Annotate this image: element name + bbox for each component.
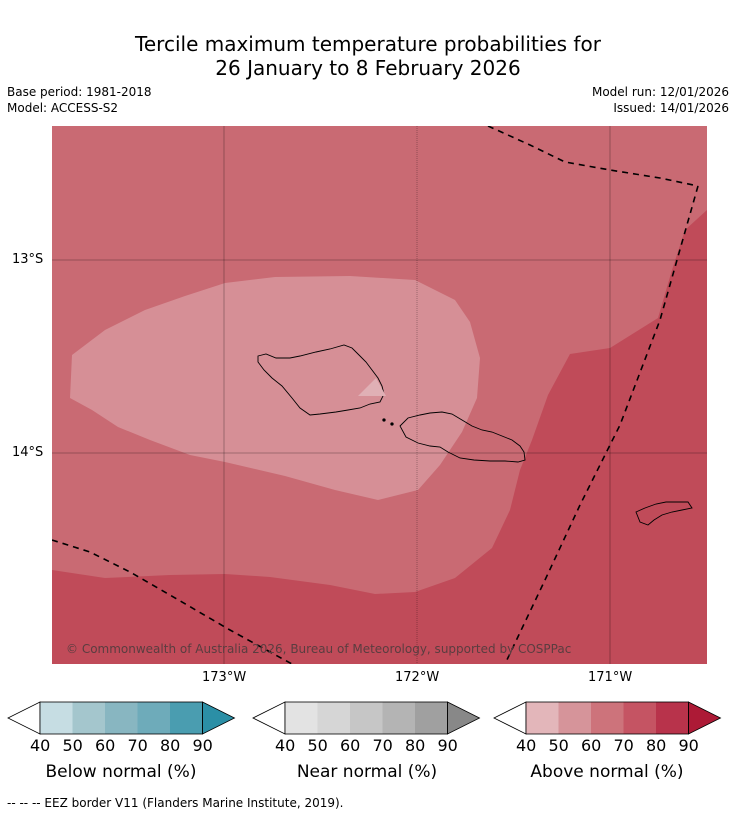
colorbar-near-tick-label: 50 xyxy=(307,736,328,755)
colorbar-below-tick-label: 50 xyxy=(62,736,83,755)
tutuila-island-outline xyxy=(635,501,693,526)
upolu-island-outline xyxy=(399,411,526,463)
chart-title-line2: 26 January to 8 February 2026 xyxy=(215,56,521,80)
region-above-70-80-east xyxy=(52,210,707,664)
lon-label-173w: 173°W xyxy=(202,670,247,685)
colorbar-near-segment xyxy=(382,702,415,734)
colorbar-below-segment xyxy=(170,702,203,734)
colorbar-near-min-arrow xyxy=(252,701,286,735)
copyright-notice: © Commonwealth of Australia 2026, Bureau… xyxy=(66,642,571,656)
colorbar-near-segment xyxy=(317,702,350,734)
colorbar-above-tick-label: 50 xyxy=(548,736,569,755)
probability-map: © Commonwealth of Australia 2026, Bureau… xyxy=(52,126,707,664)
colorbar-below-tick-label: 80 xyxy=(160,736,181,755)
colorbar-label-near: Near normal (%) xyxy=(296,762,438,782)
colorbar-below-segment xyxy=(137,702,170,734)
colorbar-near-tick-label: 40 xyxy=(275,736,296,755)
lat-label-14s: 14°S xyxy=(12,445,44,460)
savaii-light-patch xyxy=(358,378,386,396)
colorbar-near-tick-label: 90 xyxy=(437,736,458,755)
colorbar-below-segment xyxy=(105,702,138,734)
region-above-50-60-samoa xyxy=(70,276,480,500)
issued-date: Issued: 14/01/2026 xyxy=(613,101,729,115)
eez-borders xyxy=(52,126,699,664)
colorbar-near-segment xyxy=(350,702,383,734)
colorbar-above-max-arrow xyxy=(688,701,722,735)
lat-label-13s: 13°S xyxy=(12,252,44,267)
colorbar-near-tick-label: 80 xyxy=(405,736,426,755)
colorbar-below-tick-label: 40 xyxy=(30,736,51,755)
colorbar-above-outline xyxy=(525,701,689,735)
colorbar-above-segment xyxy=(526,702,559,734)
colorbar-near-outline xyxy=(284,701,448,735)
colorbar-above-tick-label: 90 xyxy=(678,736,699,755)
colorbar-label-above: Above normal (%) xyxy=(530,762,684,782)
eez-border-north xyxy=(487,126,699,187)
colorbar-above-tick-label: 70 xyxy=(613,736,634,755)
eez-border-southwest xyxy=(52,539,293,664)
colorbar-below-segment xyxy=(72,702,105,734)
model-run: Model run: 12/01/2026 xyxy=(591,85,729,99)
colorbar-below-outline xyxy=(39,701,203,735)
colorbars xyxy=(7,701,722,735)
colorbar-above-segment xyxy=(558,702,591,734)
lon-label-171w: 171°W xyxy=(588,670,633,685)
model-name: Model: ACCESS-S2 xyxy=(7,101,119,115)
colorbar-near-tick-label: 70 xyxy=(372,736,393,755)
colorbar-below-max-arrow xyxy=(202,701,236,735)
chart-title-line1: Tercile maximum temperature probabilitie… xyxy=(135,32,601,56)
colorbar-below-min-arrow xyxy=(7,701,41,735)
colorbar-near-tick-label: 60 xyxy=(340,736,361,755)
colorbar-below-tick-label: 90 xyxy=(192,736,213,755)
colorbar-above-tick-label: 80 xyxy=(646,736,667,755)
colorbar-near-segment xyxy=(285,702,318,734)
colorbar-above-tick-label: 60 xyxy=(581,736,602,755)
eez-legend-footer: -- -- -- EEZ border V11 (Flanders Marine… xyxy=(7,796,344,810)
colorbar-near-segment xyxy=(415,702,448,734)
colorbar-below-segment xyxy=(40,702,73,734)
colorbar-above-segment xyxy=(656,702,689,734)
colorbar-below-tick-label: 60 xyxy=(95,736,116,755)
colorbar-above-tick-label: 40 xyxy=(516,736,537,755)
graticule xyxy=(52,126,707,664)
colorbar-above-segment xyxy=(591,702,624,734)
colorbar-below-tick-label: 70 xyxy=(127,736,148,755)
base-period: Base period: 1981-2018 xyxy=(7,85,152,99)
lon-label-172w: 172°W xyxy=(395,670,440,685)
colorbar-near-max-arrow xyxy=(447,701,481,735)
colorbar-above-min-arrow xyxy=(493,701,527,735)
colorbar-above-segment xyxy=(623,702,656,734)
colorbar-label-below: Below normal (%) xyxy=(45,762,197,782)
